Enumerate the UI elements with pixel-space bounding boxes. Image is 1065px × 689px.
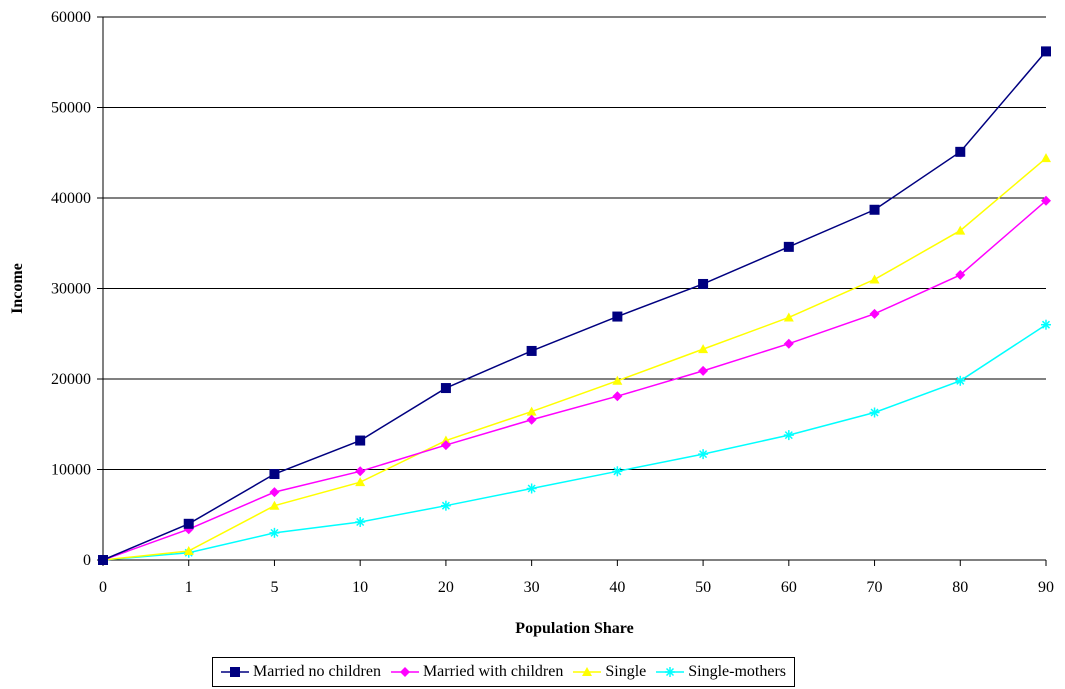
x-tick-label: 90	[1038, 579, 1054, 596]
y-tick-label: 30000	[51, 281, 91, 298]
y-tick-label: 0	[83, 552, 91, 569]
series-married-with-children	[98, 195, 1051, 565]
legend-label-married-no-children: Married no children	[253, 663, 381, 680]
data-point-married-with-children	[783, 338, 794, 349]
data-point-single-mothers	[440, 500, 451, 511]
legend-label-married-with-children: Married with children	[422, 663, 564, 680]
y-tick-label: 60000	[51, 9, 91, 26]
axes	[97, 16, 1047, 566]
data-point-married-no-children	[440, 383, 451, 394]
legend-marker-single	[582, 667, 593, 676]
data-point-married-no-children	[955, 146, 966, 157]
data-point-married-no-children	[269, 469, 280, 480]
series-line-married-no-children	[102, 50, 1047, 561]
data-point-married-no-children	[1041, 46, 1051, 57]
data-point-single	[440, 435, 451, 445]
x-tick-label: 40	[609, 579, 625, 596]
legend: Married no children Married with childre…	[212, 657, 796, 687]
data-point-married-with-children	[355, 466, 366, 477]
data-point-single	[526, 406, 537, 416]
legend-swatch-single-mothers	[656, 667, 685, 677]
data-point-single-mothers	[869, 407, 880, 418]
data-point-single-mothers	[783, 430, 794, 441]
legend-swatch-single	[573, 667, 602, 676]
x-tick-label: 10	[352, 579, 368, 596]
x-axis-title: Population Share	[515, 620, 633, 637]
data-point-single	[1041, 153, 1051, 163]
data-point-married-no-children	[869, 204, 880, 215]
x-tick-label: 80	[952, 579, 968, 596]
data-point-married-with-children	[440, 440, 451, 451]
x-tick-label: 20	[438, 579, 454, 596]
legend-item-married-with-children: Married with children	[390, 663, 564, 681]
data-point-single	[783, 312, 794, 322]
data-point-single-mothers	[612, 466, 623, 477]
x-tick-label: 1	[185, 579, 193, 596]
x-tick-label: 30	[524, 579, 540, 596]
legend-item-married-no-children: Married no children	[221, 663, 381, 681]
data-point-single	[183, 545, 194, 555]
x-tick-label: 0	[99, 579, 107, 596]
data-point-married-no-children	[783, 241, 794, 252]
data-point-married-no-children	[183, 518, 194, 529]
data-point-married-with-children	[526, 414, 537, 425]
data-point-single	[869, 274, 880, 284]
series-line-single	[102, 157, 1047, 561]
data-point-single	[612, 375, 623, 385]
series-single	[98, 153, 1051, 564]
data-point-married-with-children	[269, 487, 280, 498]
data-point-married-with-children	[955, 269, 966, 280]
legend-marker-married-no-children	[230, 667, 240, 677]
legend-swatch-married-no-children	[221, 667, 249, 677]
x-tick-label: 50	[695, 579, 711, 596]
y-tick-label: 20000	[51, 371, 91, 388]
data-point-married-no-children	[612, 311, 623, 322]
gridlines	[103, 16, 1046, 470]
data-point-married-with-children	[869, 308, 880, 319]
legend-item-single: Single	[573, 663, 646, 681]
data-point-married-no-children	[698, 278, 709, 289]
series-line-single-mothers	[102, 324, 1047, 561]
data-point-single-mothers	[269, 527, 280, 538]
data-point-single-mothers	[1041, 319, 1051, 330]
data-point-single	[698, 344, 709, 354]
x-tick-label: 60	[781, 579, 797, 596]
data-point-single	[955, 225, 966, 235]
series-line-married-with-children	[102, 200, 1047, 561]
data-point-single-mothers	[526, 483, 537, 494]
data-point-single	[269, 500, 280, 510]
y-tick-label: 40000	[51, 190, 91, 207]
legend-label-single: Single	[605, 663, 647, 680]
data-point-married-no-children	[98, 555, 108, 565]
y-axis-title: Income	[9, 263, 26, 314]
legend-item-single-mothers: Single-mothers	[656, 663, 786, 681]
data-point-single-mothers	[355, 516, 366, 527]
series-married-no-children	[98, 46, 1051, 565]
data-point-married-with-children	[698, 365, 709, 376]
x-tick-label: 70	[867, 579, 883, 596]
data-point-married-with-children	[612, 391, 623, 402]
legend-swatch-married-with-children	[390, 667, 419, 677]
data-point-single-mothers	[955, 375, 966, 386]
tick-labels: 0 10000 20000 30000 40000 50000 60000 0 1 5 10 20 30…	[51, 9, 1054, 596]
y-tick-label: 50000	[51, 100, 91, 117]
series-single-mothers	[98, 319, 1051, 565]
data-point-married-with-children	[1041, 195, 1051, 206]
data-point-married-no-children	[526, 345, 537, 356]
x-tick-label: 5	[270, 579, 278, 596]
legend-label-single-mothers: Single-mothers	[688, 663, 787, 680]
data-point-married-no-children	[355, 435, 366, 446]
legend-marker-married-with-children	[399, 667, 410, 677]
series-group	[98, 46, 1051, 565]
data-point-single	[355, 477, 366, 487]
data-point-single-mothers	[698, 449, 709, 460]
legend-marker-single-mothers	[665, 667, 676, 677]
y-tick-label: 10000	[51, 462, 91, 479]
